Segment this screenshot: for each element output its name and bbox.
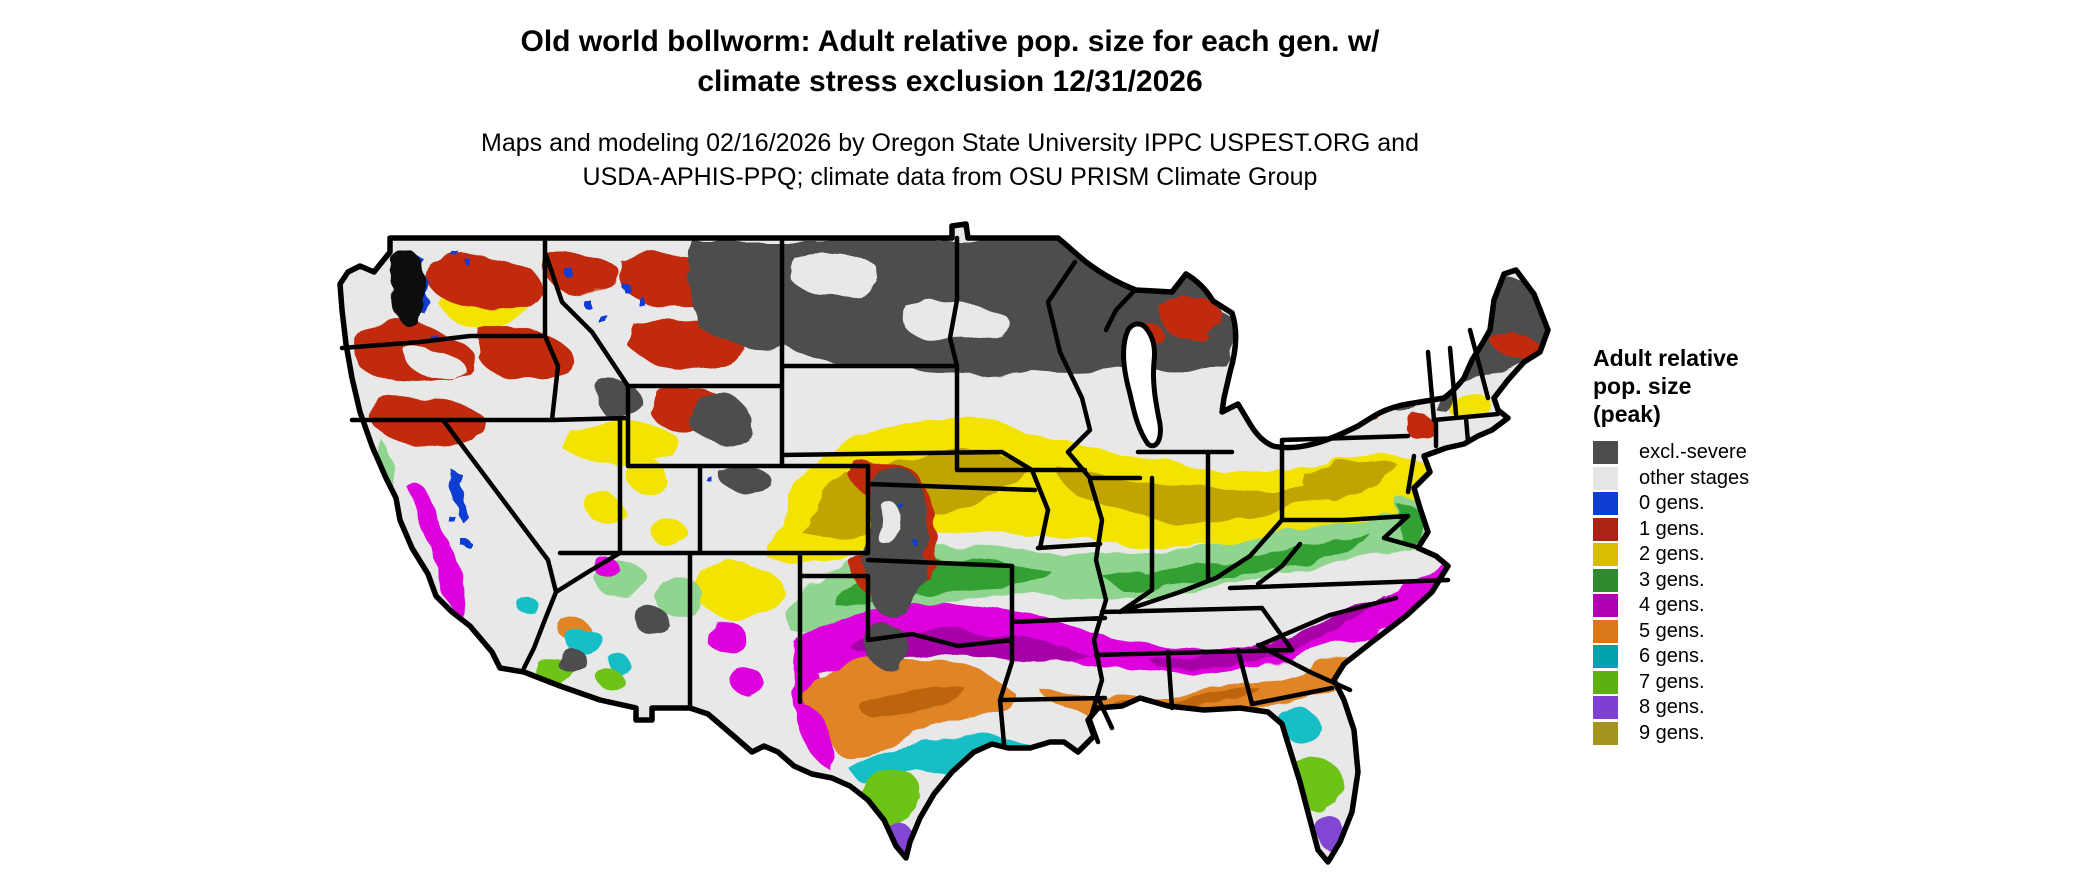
legend-title-line3: (peak) <box>1593 401 1661 427</box>
legend-label: 9 gens. <box>1639 721 1705 744</box>
legend-label: 7 gens. <box>1639 670 1705 693</box>
legend: Adult relative pop. size (peak) excl.-se… <box>1593 344 1903 746</box>
map-region-8gens <box>883 817 1348 853</box>
legend-title: Adult relative pop. size (peak) <box>1593 344 1903 428</box>
map-light-holes <box>407 253 1009 547</box>
legend-item-0-gens: 0 gens. <box>1593 491 1903 517</box>
legend-label: 8 gens. <box>1639 696 1705 719</box>
legend-label: 3 gens. <box>1639 568 1705 591</box>
legend-swatch <box>1593 466 1618 490</box>
legend-rows: excl.-severe other stages 0 gens. 1 gens… <box>1593 440 1903 746</box>
map-subtitle: Maps and modeling 02/16/2026 by Oregon S… <box>0 126 1900 194</box>
legend-swatch-icon <box>1593 594 1618 618</box>
legend-swatch <box>1593 696 1618 720</box>
legend-item-8-gens: 8 gens. <box>1593 695 1903 721</box>
legend-swatch-icon <box>1593 721 1618 745</box>
us-outline <box>337 221 1551 865</box>
legend-label: excl.-severe <box>1639 441 1747 464</box>
legend-item-7-gens: 7 gens. <box>1593 670 1903 696</box>
legend-swatch <box>1593 721 1618 745</box>
legend-swatch <box>1593 517 1618 541</box>
legend-swatch <box>1593 594 1618 618</box>
legend-swatch-icon <box>1593 466 1618 490</box>
legend-swatch-icon <box>1593 696 1618 720</box>
legend-item-9-gens: 9 gens. <box>1593 721 1903 747</box>
legend-item-3-gens: 3 gens. <box>1593 568 1903 594</box>
legend-swatch-icon <box>1593 670 1618 694</box>
legend-item-4-gens: 4 gens. <box>1593 593 1903 619</box>
map-region-9gens <box>1292 869 1333 880</box>
legend-swatch <box>1593 619 1618 643</box>
legend-label: 2 gens. <box>1639 543 1705 566</box>
legend-item-other-stages: other stages <box>1593 466 1903 492</box>
map-subtitle-line2: USDA-APHIS-PPQ; climate data from OSU PR… <box>582 163 1318 191</box>
legend-label: 0 gens. <box>1639 492 1705 515</box>
map-subtitle-line1: Maps and modeling 02/16/2026 by Oregon S… <box>481 129 1419 157</box>
legend-swatch <box>1593 568 1618 592</box>
map-title-line1: Old world bollworm: Adult relative pop. … <box>520 25 1380 58</box>
legend-item-5-gens: 5 gens. <box>1593 619 1903 645</box>
legend-label: 6 gens. <box>1639 645 1705 668</box>
legend-label: 1 gens. <box>1639 517 1705 540</box>
lake-michigan <box>1121 321 1163 449</box>
legend-swatch-icon <box>1593 645 1618 669</box>
legend-swatch-icon <box>1593 543 1618 567</box>
legend-swatch-icon <box>1593 492 1618 516</box>
map-title: Old world bollworm: Adult relative pop. … <box>0 22 1900 102</box>
puget-sound-water <box>390 250 425 326</box>
legend-swatch <box>1593 543 1618 567</box>
legend-title-line2: pop. size <box>1593 373 1692 399</box>
map-title-line2: climate stress exclusion 12/31/2026 <box>697 65 1203 98</box>
legend-swatch <box>1593 670 1618 694</box>
legend-title-line1: Adult relative <box>1593 345 1739 371</box>
legend-swatch-icon <box>1593 619 1618 643</box>
legend-label: 4 gens. <box>1639 594 1705 617</box>
legend-item-excl-severe: excl.-severe <box>1593 440 1903 466</box>
legend-item-2-gens: 2 gens. <box>1593 542 1903 568</box>
legend-swatch-icon <box>1593 441 1618 465</box>
legend-label: other stages <box>1639 466 1750 489</box>
legend-swatch-icon <box>1593 568 1618 592</box>
legend-swatch <box>1593 441 1618 465</box>
legend-swatch <box>1593 492 1618 516</box>
legend-label: 5 gens. <box>1639 619 1705 642</box>
legend-item-6-gens: 6 gens. <box>1593 644 1903 670</box>
legend-swatch <box>1593 645 1618 669</box>
legend-swatch-icon <box>1593 517 1618 541</box>
legend-item-1-gens: 1 gens. <box>1593 517 1903 543</box>
state-borders <box>339 235 1501 747</box>
